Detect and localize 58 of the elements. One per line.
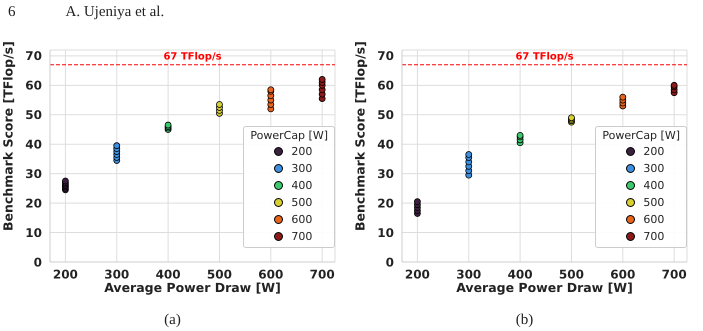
point — [113, 142, 120, 150]
y-tick-label: 40 — [25, 137, 42, 152]
legend-label: 400 — [291, 179, 312, 192]
legend-label: 200 — [291, 145, 312, 158]
legend-label: 700 — [291, 230, 312, 243]
legend-label: 600 — [291, 213, 312, 226]
y-tick-label: 70 — [25, 49, 42, 64]
legend-label: 300 — [643, 162, 664, 175]
point — [318, 76, 326, 83]
text: (a) — [163, 312, 182, 329]
x-tick-label: 300 — [104, 268, 130, 282]
x-tick-label: 500 — [206, 268, 232, 282]
legend-label: 600 — [643, 213, 664, 226]
point — [619, 94, 626, 101]
y-tick-label: 60 — [377, 78, 394, 93]
y-tick-label: 50 — [25, 108, 42, 122]
legend-label: 300 — [291, 162, 312, 175]
y-tick-label: 0 — [34, 255, 42, 270]
ref-line-label: 67 TFlop/s — [515, 52, 574, 63]
point — [414, 198, 421, 206]
y-tick-label: 30 — [25, 166, 42, 181]
x-tick-label: 400 — [508, 268, 533, 282]
y-tick-label: 50 — [377, 108, 394, 122]
legend-label: 500 — [643, 196, 664, 209]
x-tick-label: 700 — [310, 268, 335, 282]
x-tick-label: 500 — [558, 268, 584, 282]
y-tick-label: 0 — [386, 255, 394, 270]
legend-label: 400 — [643, 179, 664, 192]
y-axis-title: Benchmark Score [TFlop/s] — [352, 41, 368, 231]
y-tick-label: 40 — [377, 137, 394, 152]
x-tick-label: 300 — [456, 268, 482, 282]
text: A. Ujeniya et al. — [66, 4, 164, 21]
y-tick-label: 10 — [25, 226, 42, 240]
ref-line-label: 67 TFlop/s — [163, 52, 222, 63]
point — [465, 151, 472, 158]
legend-title: PowerCap [W] — [602, 129, 680, 142]
x-axis-title: Average Power Draw [W] — [103, 280, 282, 296]
text: (b) — [514, 312, 534, 329]
x-tick-label: 700 — [662, 268, 687, 282]
x-tick-label: 200 — [52, 268, 78, 282]
legend-title: PowerCap [W] — [250, 129, 328, 142]
y-tick-label: 10 — [377, 226, 394, 240]
x-axis-title: Average Power Draw [W] — [455, 280, 634, 296]
legend-label: 500 — [291, 196, 312, 209]
y-tick-label: 20 — [377, 196, 394, 210]
y-axis-title: Benchmark Score [TFlop/s] — [0, 41, 16, 231]
x-tick-label: 600 — [258, 268, 284, 282]
y-tick-label: 30 — [377, 166, 394, 181]
x-tick-label: 200 — [404, 268, 430, 282]
x-tick-label: 400 — [156, 268, 181, 282]
y-tick-label: 70 — [377, 49, 394, 64]
point — [216, 101, 223, 108]
y-tick-label: 20 — [25, 196, 42, 210]
legend-label: 700 — [643, 230, 664, 243]
x-tick-label: 600 — [610, 268, 636, 282]
legend-label: 200 — [643, 145, 664, 158]
text: 6 — [8, 4, 16, 21]
y-tick-label: 60 — [25, 78, 42, 93]
